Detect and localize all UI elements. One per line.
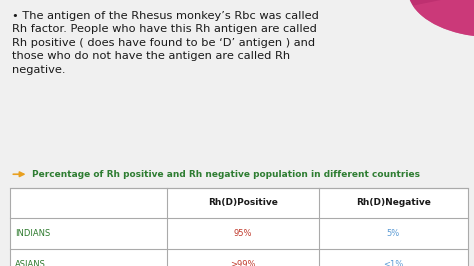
Text: <1%: <1% <box>383 260 403 266</box>
Text: ASIANS: ASIANS <box>15 260 46 266</box>
Text: Rh(D)Negative: Rh(D)Negative <box>356 198 430 207</box>
Bar <box>10 188 468 266</box>
Text: 95%: 95% <box>233 229 252 238</box>
Text: INDIANS: INDIANS <box>15 229 50 238</box>
Text: • The antigen of the Rhesus monkey’s Rbc was called
Rh factor. People who have t: • The antigen of the Rhesus monkey’s Rbc… <box>12 11 319 75</box>
Wedge shape <box>408 0 474 37</box>
Text: Rh(D)Positive: Rh(D)Positive <box>208 198 278 207</box>
Text: Percentage of Rh positive and Rh negative population in different countries: Percentage of Rh positive and Rh negativ… <box>32 170 420 179</box>
Wedge shape <box>413 0 474 37</box>
Text: 5%: 5% <box>387 229 400 238</box>
Text: >99%: >99% <box>230 260 255 266</box>
